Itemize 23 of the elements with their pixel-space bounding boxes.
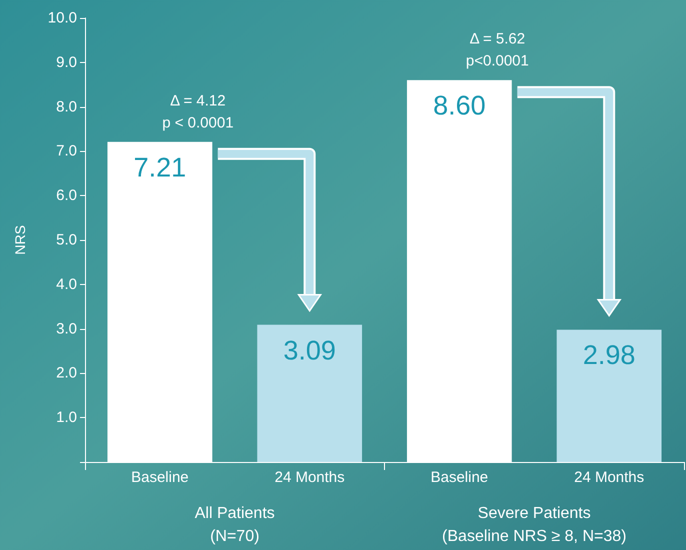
data-label: 7.21 <box>134 152 186 182</box>
text: Severe Patients (Baseline NRS ≥ 8, N=38) <box>442 505 626 545</box>
y-tick-label: 1.0 <box>56 409 77 426</box>
y-tick-label: 10.0 <box>48 10 77 26</box>
y-tick-label: 9.0 <box>56 54 77 71</box>
annotation: Δ = 5.62 p<0.0001 <box>466 30 529 70</box>
text: All Patients (N=70) <box>194 505 275 545</box>
x-tick-label: 24 Months <box>274 469 345 486</box>
y-tick-label: 2.0 <box>56 364 77 382</box>
x-tick-label: Baseline <box>430 469 488 486</box>
annotation: Δ = 4.12 p < 0.0001 <box>162 92 234 132</box>
x-tick-label: Baseline <box>131 469 189 486</box>
y-axis-title: NRS <box>12 225 28 255</box>
x-tick-label: 24 Months <box>574 469 644 486</box>
y-tick-label: 5.0 <box>56 232 77 248</box>
y-tick-label: 3.0 <box>56 320 77 338</box>
y-tick-label: 8.0 <box>56 98 77 116</box>
data-label: 3.09 <box>283 335 336 366</box>
y-tick-label: 7.0 <box>56 142 77 160</box>
y-tick-label: 4.0 <box>56 276 77 293</box>
data-label: 2.98 <box>582 340 636 370</box>
y-tick-label: 6.0 <box>56 187 77 204</box>
data-label: 8.60 <box>433 90 486 121</box>
